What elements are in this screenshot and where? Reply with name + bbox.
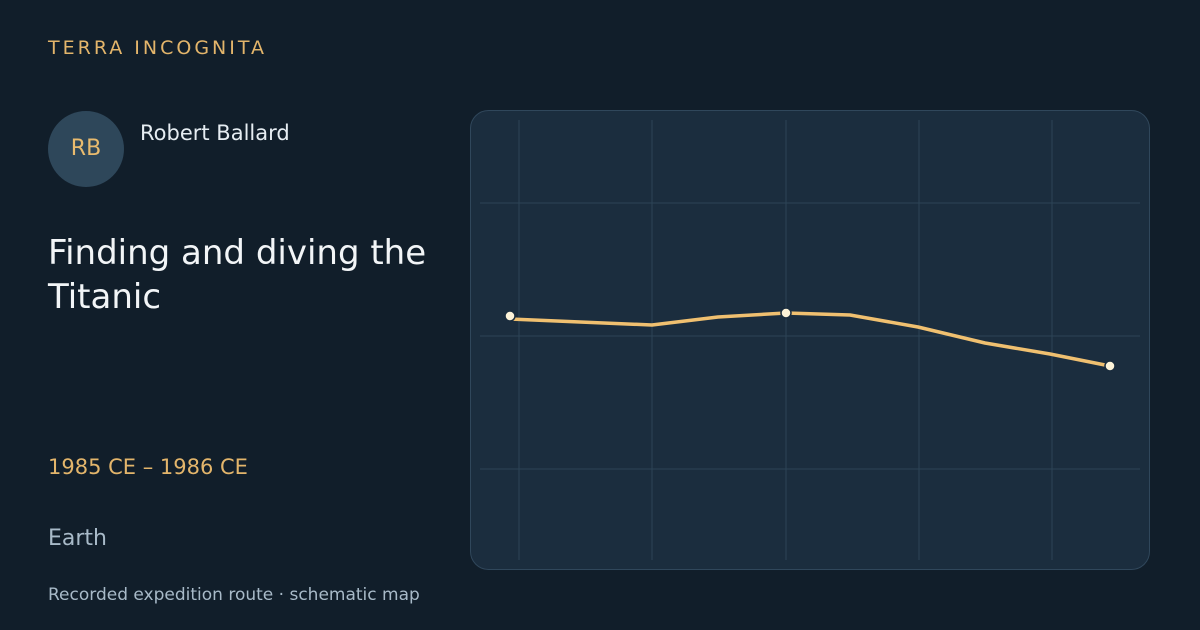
footer: Recorded expedition route · schematic ma… [48,585,420,605]
avatar-initials: RB [70,136,102,161]
route [508,311,1112,368]
avatar: RB [48,111,124,187]
map-panel [470,110,1150,570]
dates: 1985 CE – 1986 CE [48,455,248,479]
location: Earth [48,526,107,551]
route-stop [504,310,516,322]
route-stop [1104,360,1116,372]
map-grid [480,120,1140,560]
route-stop [780,307,792,319]
person-name: Robert Ballard [140,121,290,145]
brand: TERRA INCOGNITA [48,37,267,59]
title: Finding and diving the Titanic [48,233,427,317]
